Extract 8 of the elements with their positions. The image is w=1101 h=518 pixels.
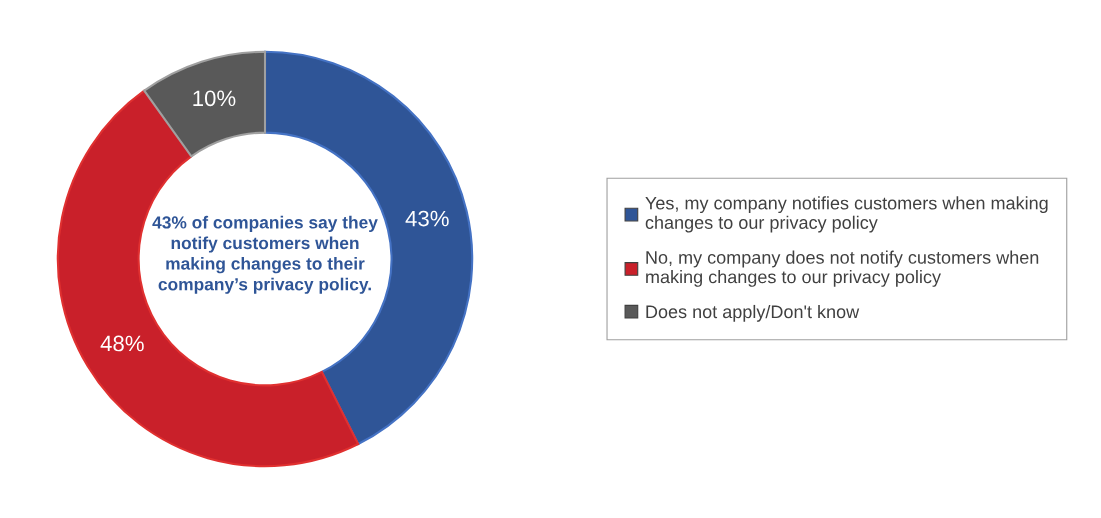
text: 43% of companies say they notify customers when making changes to their company’s privacy policy. <box>152 215 378 294</box>
legend-label: Yes, my company notifies customers when making changes to our privacy policy <box>645 196 1048 233</box>
legend-label: No, my company does not notify customers when making changes to our privacy policy <box>646 250 1039 287</box>
data-label: 10% <box>193 90 236 107</box>
data-label: 48% <box>100 335 144 352</box>
data-label: 43% <box>405 210 449 227</box>
donut-slice <box>143 50 267 158</box>
legend-label: Does not apply/Don't know <box>646 304 860 322</box>
